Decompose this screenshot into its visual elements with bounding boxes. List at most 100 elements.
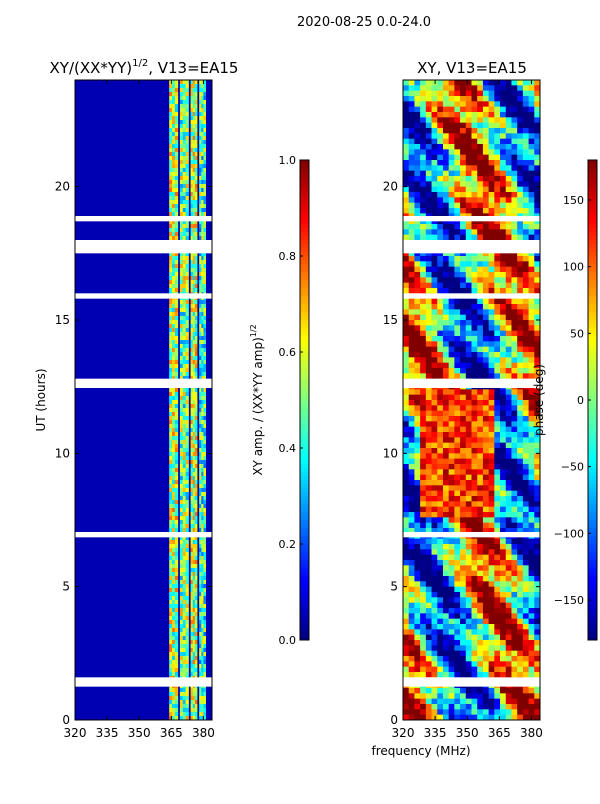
phase-cell	[511, 699, 517, 705]
phase-cell	[403, 288, 409, 294]
phase-cell	[403, 144, 409, 150]
amplitude-cell	[172, 624, 175, 628]
amplitude-cell	[172, 504, 175, 508]
amplitude-cell	[169, 304, 172, 308]
phase-cell	[494, 101, 500, 107]
phase-cell	[523, 587, 529, 593]
amplitude-cell	[180, 168, 183, 172]
colorbar-segment	[300, 452, 309, 456]
amplitude-cell	[186, 468, 189, 472]
phase-cell	[403, 603, 409, 609]
phase-cell	[449, 363, 455, 369]
colorbar-segment	[300, 340, 309, 344]
amplitude-cell	[169, 212, 172, 216]
amplitude-cell	[172, 616, 175, 620]
phase-cell	[409, 256, 415, 262]
amplitude-cell	[169, 96, 172, 100]
amplitude-cell	[172, 120, 175, 124]
phase-cell	[529, 576, 535, 582]
phase-cell	[489, 416, 495, 422]
amplitude-cell	[172, 180, 175, 184]
phase-cell	[517, 672, 523, 678]
phase-cell	[494, 469, 500, 475]
phase-cell	[403, 309, 409, 315]
amplitude-cell	[172, 208, 175, 212]
amplitude-cell	[195, 356, 198, 360]
phase-cell	[511, 139, 517, 145]
amplitude-cell	[172, 520, 175, 524]
phase-cell	[511, 512, 517, 518]
amplitude-cell	[203, 184, 206, 188]
phase-cell	[460, 475, 466, 481]
amplitude-cell	[175, 708, 178, 712]
amplitude-cell	[186, 128, 189, 132]
colorbar-segment	[300, 524, 309, 528]
phase-cell	[420, 139, 426, 145]
amplitude-cell	[203, 100, 206, 104]
phase-cell	[449, 373, 455, 379]
phase-cell	[454, 181, 460, 187]
phase-cell	[420, 491, 426, 497]
phase-cell	[500, 592, 506, 598]
phase-cell	[511, 208, 517, 214]
colorbar-segment	[300, 400, 309, 404]
amplitude-cell	[175, 304, 178, 308]
phase-cell	[517, 341, 523, 347]
phase-cell	[454, 619, 460, 625]
phase-cell	[466, 395, 472, 401]
phase-cell	[460, 288, 466, 294]
phase-cell	[483, 448, 489, 454]
phase-cell	[534, 304, 540, 310]
phase-cell	[414, 315, 420, 321]
phase-cell	[449, 165, 455, 171]
phase-cell	[534, 523, 540, 529]
amplitude-cell	[203, 608, 206, 612]
amplitude-cell	[175, 560, 178, 564]
phase-cell	[494, 597, 500, 603]
amplitude-cell	[175, 80, 178, 84]
phase-cell	[454, 224, 460, 230]
phase-cell	[523, 155, 529, 161]
phase-cell	[454, 144, 460, 150]
phase-cell	[529, 464, 535, 470]
phase-cell	[489, 208, 495, 214]
phase-cell	[494, 192, 500, 198]
phase-cell	[437, 512, 443, 518]
phase-cell	[409, 427, 415, 433]
amplitude-cell	[175, 564, 178, 568]
phase-cell	[483, 560, 489, 566]
phase-cell	[409, 613, 415, 619]
phase-cell	[454, 368, 460, 374]
phase-cell	[409, 272, 415, 278]
phase-cell	[437, 283, 443, 289]
phase-cell	[529, 139, 535, 145]
amplitude-cell	[172, 332, 175, 336]
phase-cell	[489, 624, 495, 630]
phase-cell	[420, 475, 426, 481]
phase-cell	[409, 352, 415, 358]
amplitude-cell	[195, 544, 198, 548]
phase-cell	[529, 267, 535, 273]
phase-cell	[477, 203, 483, 209]
amplitude-cell	[180, 368, 183, 372]
amplitude-cell	[180, 556, 183, 560]
phase-cell	[523, 133, 529, 139]
phase-cell	[517, 373, 523, 379]
amplitude-cell	[169, 396, 172, 400]
amplitude-cell	[195, 104, 198, 108]
phase-cell	[432, 656, 438, 662]
phase-cell	[414, 432, 420, 438]
amplitude-cell	[172, 172, 175, 176]
phase-cell	[454, 587, 460, 593]
amplitude-cell	[195, 164, 198, 168]
phase-cell	[460, 507, 466, 513]
phase-cell	[449, 411, 455, 417]
amplitude-cell	[172, 548, 175, 552]
phase-cell	[517, 437, 523, 443]
phase-cell	[449, 395, 455, 401]
phase-cell	[500, 304, 506, 310]
phase-cell	[534, 272, 540, 278]
amplitude-cell	[175, 456, 178, 460]
phase-cell	[506, 389, 512, 395]
phase-cell	[443, 469, 449, 475]
